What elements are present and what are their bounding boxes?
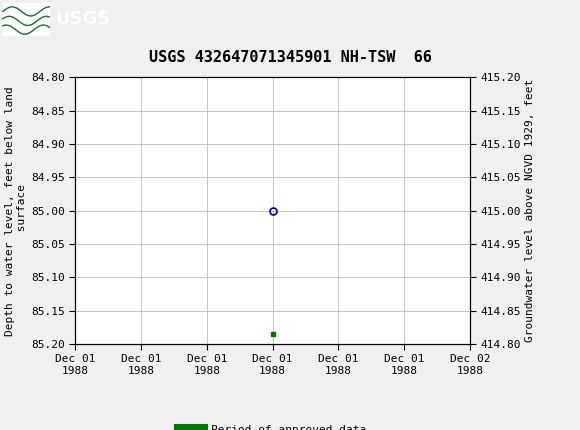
Text: USGS 432647071345901 NH-TSW  66: USGS 432647071345901 NH-TSW 66: [148, 50, 432, 65]
FancyBboxPatch shape: [3, 3, 49, 35]
Text: USGS: USGS: [55, 10, 110, 28]
Legend: Period of approved data: Period of approved data: [175, 421, 370, 430]
Y-axis label: Groundwater level above NGVD 1929, feet: Groundwater level above NGVD 1929, feet: [525, 79, 535, 342]
Y-axis label: Depth to water level, feet below land
 surface: Depth to water level, feet below land su…: [5, 86, 27, 335]
